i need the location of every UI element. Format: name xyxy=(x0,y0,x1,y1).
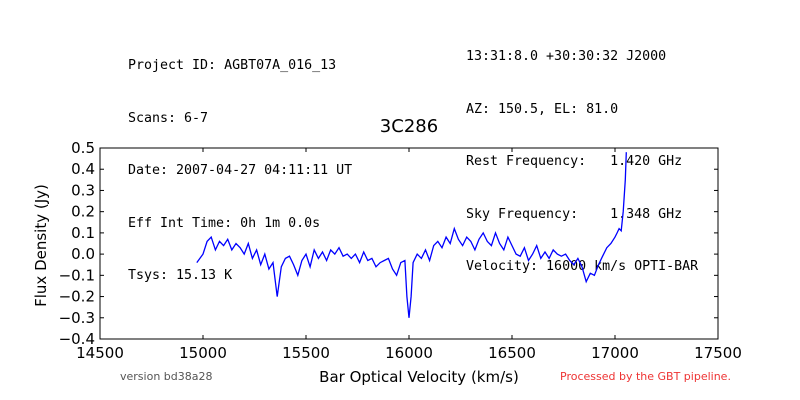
tsys-text: Tsys: 15.13 K xyxy=(128,268,233,283)
x-axis-label: Bar Optical Velocity (km/s) xyxy=(319,368,519,386)
velocity-text: Velocity: 16000 km/s OPTI-BAR xyxy=(466,259,699,274)
x-tick-label: 15000 xyxy=(179,344,227,362)
x-tick-label: 15500 xyxy=(282,344,330,362)
az-el-text: AZ: 150.5, EL: 81.0 xyxy=(466,101,619,117)
y-tick-label: 0.4 xyxy=(71,160,95,178)
y-tick-label: 0.2 xyxy=(71,203,95,221)
y-tick-label: 0.5 xyxy=(71,139,95,157)
x-tick-label: 16500 xyxy=(488,344,536,362)
header-right-block: 13:31:8.0 +30:30:32 J2000 AZ: 150.5, EL:… xyxy=(466,13,698,293)
y-tick-label: 0.1 xyxy=(71,224,95,242)
project-id-text: Project ID: AGBT07A_016_13 xyxy=(128,58,337,73)
y-tick-label: −0.4 xyxy=(59,330,95,348)
x-tick-label: 16000 xyxy=(385,344,433,362)
pipeline-credit: Processed by the GBT pipeline. xyxy=(560,370,731,383)
chart-title: 3C286 xyxy=(379,116,439,137)
spectrum-series-line xyxy=(196,152,627,318)
sky-frequency-text: Sky Frequency: 1.348 GHz xyxy=(466,206,683,222)
chart-layer: 14500 15000 15500 16000 16500 17000 17500 −0.4 −… xyxy=(32,139,742,386)
x-tick-label: 17000 xyxy=(591,344,639,362)
y-tick-label: 0.3 xyxy=(71,181,95,199)
y-axis-label: Flux Density (Jy) xyxy=(32,184,50,307)
y-tick-label: −0.1 xyxy=(59,266,95,284)
version-label: version bd38a28 xyxy=(120,370,213,383)
rest-frequency-text: Rest Frequency: 1.420 GHz xyxy=(466,154,683,169)
y-tick-label: −0.3 xyxy=(59,309,95,327)
int-time-text: Eff Int Time: 0h 1m 0.0s xyxy=(128,215,321,231)
y-tick-label: −0.2 xyxy=(59,288,95,306)
x-tick-label: 17500 xyxy=(694,344,742,362)
scans-text: Scans: 6-7 xyxy=(128,110,209,126)
header-left-block: Project ID: AGBT07A_016_13 Scans: 6-7 Da… xyxy=(128,22,352,302)
y-tick-label: 0.0 xyxy=(71,245,95,263)
coordinates-text: 13:31:8.0 +30:30:32 J2000 xyxy=(466,49,667,64)
date-text: Date: 2007-04-27 04:11:11 UT xyxy=(128,163,353,178)
x-tick-label: 14500 xyxy=(76,344,124,362)
